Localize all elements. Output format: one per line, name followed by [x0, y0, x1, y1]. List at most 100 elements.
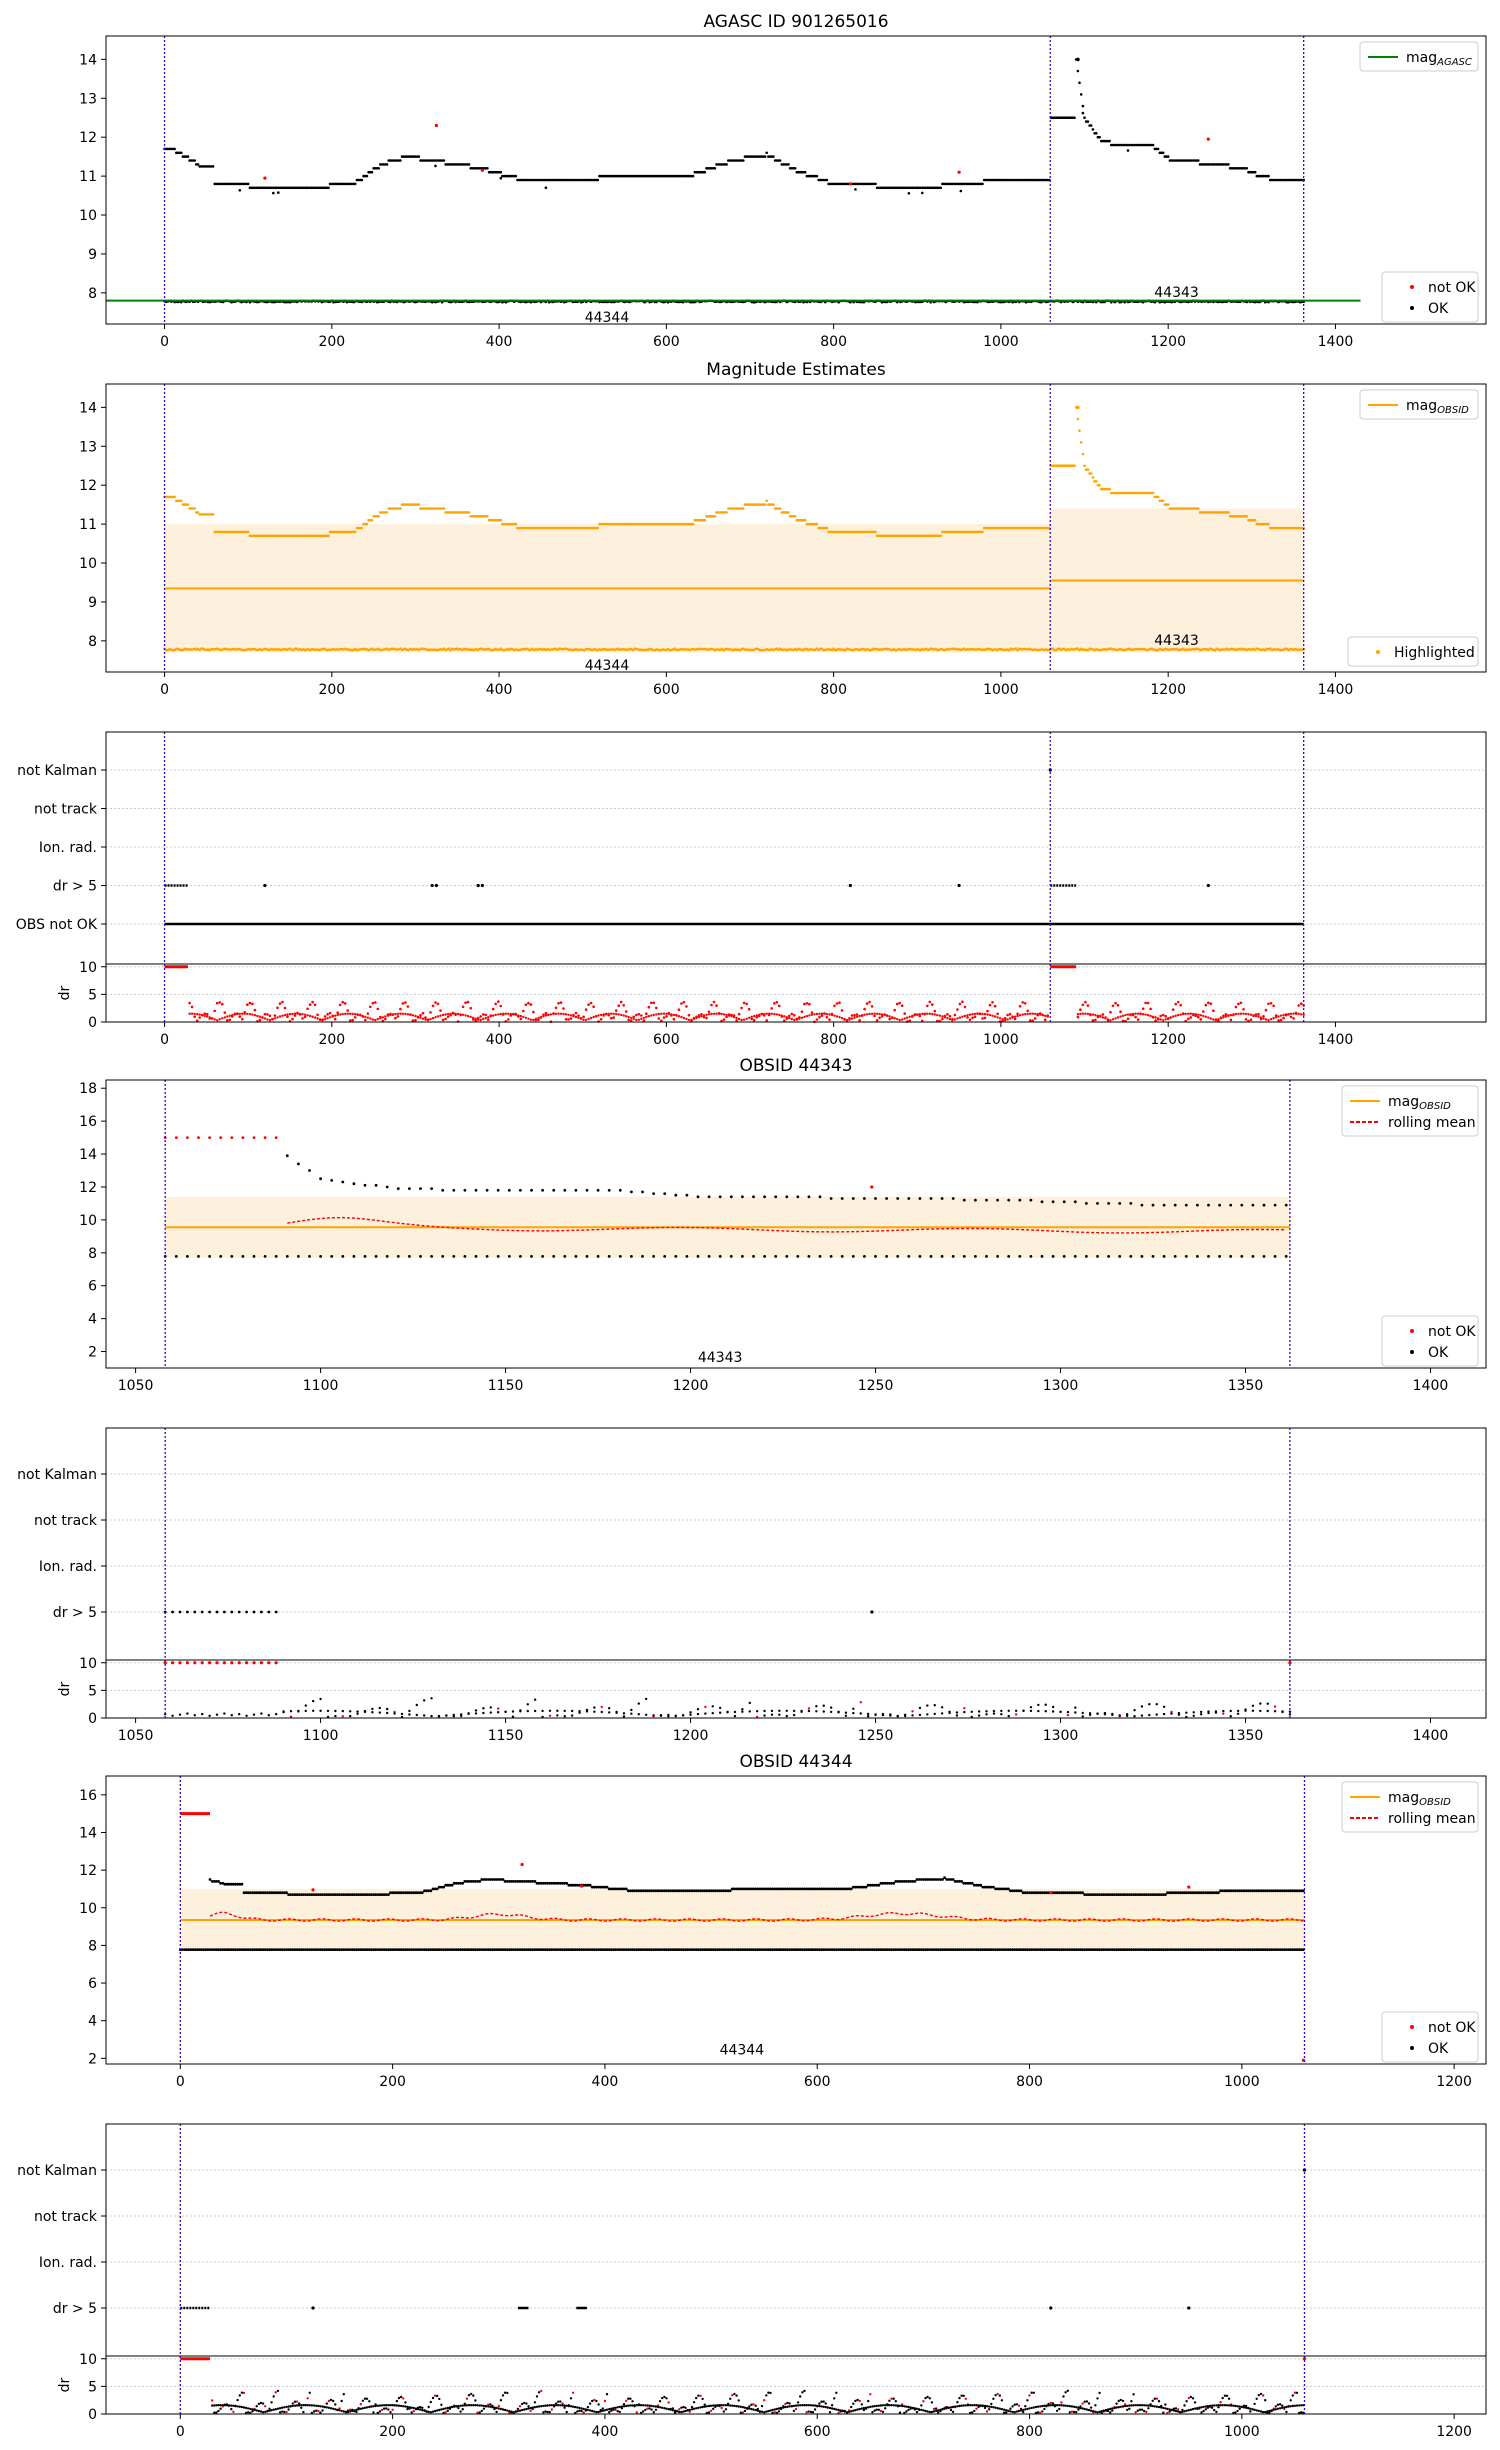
x-tick-label: 400 [486, 682, 513, 698]
dr-flag-point [215, 1610, 219, 1614]
dr-point [424, 1016, 427, 1019]
dr-point [195, 1019, 199, 1022]
dr-point [426, 1018, 430, 1022]
ok-point [985, 1885, 989, 1889]
legend-box [1359, 389, 1479, 420]
ok-point [308, 1255, 311, 1258]
ok-point [879, 1881, 883, 1885]
ok-point [251, 1948, 254, 1951]
dr-point [689, 1711, 692, 1714]
ok-point [200, 1948, 203, 1951]
ok-point [341, 1180, 345, 1184]
ok-point [794, 1887, 798, 1891]
dr-point [1292, 1012, 1295, 1015]
ok-point [1089, 124, 1093, 127]
ok-point [510, 1880, 513, 1883]
ok-point [585, 1255, 589, 1258]
ok-point [1162, 1255, 1166, 1258]
not-ok-point [274, 1136, 278, 1139]
ok-point [874, 182, 877, 186]
dr-point [1126, 1013, 1130, 1016]
dr-point [415, 1713, 418, 1717]
dr-point [319, 1697, 322, 1701]
ok-point [1134, 1893, 1138, 1896]
ok-point [1117, 1893, 1121, 1896]
dr-point [1129, 1013, 1132, 1016]
dr-point [1224, 1013, 1228, 1016]
dr-point [1022, 1709, 1025, 1713]
dr-point [593, 1710, 596, 1713]
dr-point [840, 1016, 844, 1020]
y-tick-label: 12 [79, 1180, 97, 1196]
dr-point [805, 1002, 809, 1005]
dr-point [953, 1013, 957, 1017]
ok-point [856, 1885, 859, 1889]
ok-point [1302, 1889, 1305, 1893]
dr-point [548, 1709, 552, 1713]
dr-flag-point [870, 1610, 874, 1614]
dr-point [1088, 1712, 1092, 1715]
ok-point [202, 1948, 206, 1951]
dr-point [266, 1018, 269, 1021]
highlighted-point [467, 511, 471, 514]
highlighted-point [825, 526, 829, 530]
dr-point [1000, 1709, 1003, 1713]
dr-point [366, 1012, 370, 1015]
dr-point [1029, 1706, 1033, 1709]
dr-point [338, 1003, 342, 1007]
ok-point [803, 170, 807, 174]
ok-point [1113, 1893, 1116, 1896]
ok-point [849, 1887, 853, 1891]
dr-flag-point [200, 1610, 204, 1614]
ok-point [285, 1255, 289, 1258]
ok-point [815, 174, 819, 178]
dr-point [1264, 1008, 1268, 1012]
ok-point [259, 1948, 263, 1951]
dr-point [712, 1012, 716, 1015]
ok-point [1125, 1893, 1129, 1896]
ok-point [996, 1887, 1000, 1891]
ok-point [626, 1889, 630, 1893]
dr-point [748, 1016, 751, 1019]
ok-point [253, 1891, 256, 1895]
dr-axis-label: dr [57, 1681, 73, 1696]
dr-point [1081, 1711, 1084, 1715]
ok-point [983, 1885, 987, 1889]
dr-point [1209, 1002, 1213, 1005]
dr-point [855, 1015, 859, 1018]
dr-point [903, 1017, 906, 1020]
ok-point [775, 1887, 779, 1891]
dr-point [845, 1018, 849, 1022]
ok-point [735, 1887, 738, 1891]
dr-point [622, 1715, 626, 1718]
x-tick-label: 200 [318, 334, 345, 350]
ok-point [922, 1878, 925, 1881]
ok-point [197, 1255, 200, 1258]
not-ok-point [252, 1136, 256, 1139]
dr-point [283, 1013, 287, 1017]
not-ok-point [870, 1185, 874, 1189]
ok-point [1107, 1202, 1110, 1205]
dr-point [725, 1015, 728, 1019]
ok-point [244, 1948, 248, 1951]
dr-point [642, 1019, 646, 1022]
dr-point [803, 1015, 806, 1019]
ok-point [966, 1881, 970, 1885]
ok-point [519, 1188, 522, 1192]
dr-saturated [1288, 1661, 1292, 1665]
ok-point [302, 1893, 305, 1896]
ok-point [1173, 1255, 1177, 1258]
dr-point [226, 1015, 229, 1018]
ok-point [261, 1948, 265, 1951]
dr-point [378, 1706, 381, 1710]
ok-point [249, 1948, 252, 1951]
dr-point [381, 1016, 384, 1019]
dr-point [1254, 1014, 1258, 1018]
ok-point [650, 1889, 653, 1893]
ok-point [940, 1197, 944, 1200]
dr-point [341, 1000, 345, 1004]
ok-point [529, 1880, 532, 1883]
ok-point [270, 1948, 273, 1951]
ok-point [1151, 143, 1155, 147]
